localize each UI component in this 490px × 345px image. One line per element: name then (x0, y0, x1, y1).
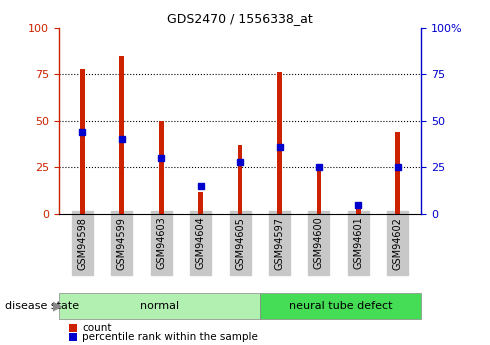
Bar (238, 145, 243, 214)
Bar (395, 132, 400, 214)
Text: neural tube defect: neural tube defect (289, 301, 392, 311)
Text: normal: normal (140, 301, 179, 311)
Text: count: count (82, 323, 112, 333)
Bar (277, 72, 282, 214)
Title: GDS2470 / 1556338_at: GDS2470 / 1556338_at (167, 12, 313, 25)
Text: disease state: disease state (5, 301, 79, 311)
Text: ▶: ▶ (53, 300, 63, 313)
Bar (159, 121, 164, 214)
Bar (198, 191, 203, 214)
Text: percentile rank within the sample: percentile rank within the sample (82, 332, 258, 342)
Bar (317, 167, 321, 214)
Bar (120, 56, 124, 214)
Bar (356, 206, 361, 214)
Bar (80, 69, 85, 214)
